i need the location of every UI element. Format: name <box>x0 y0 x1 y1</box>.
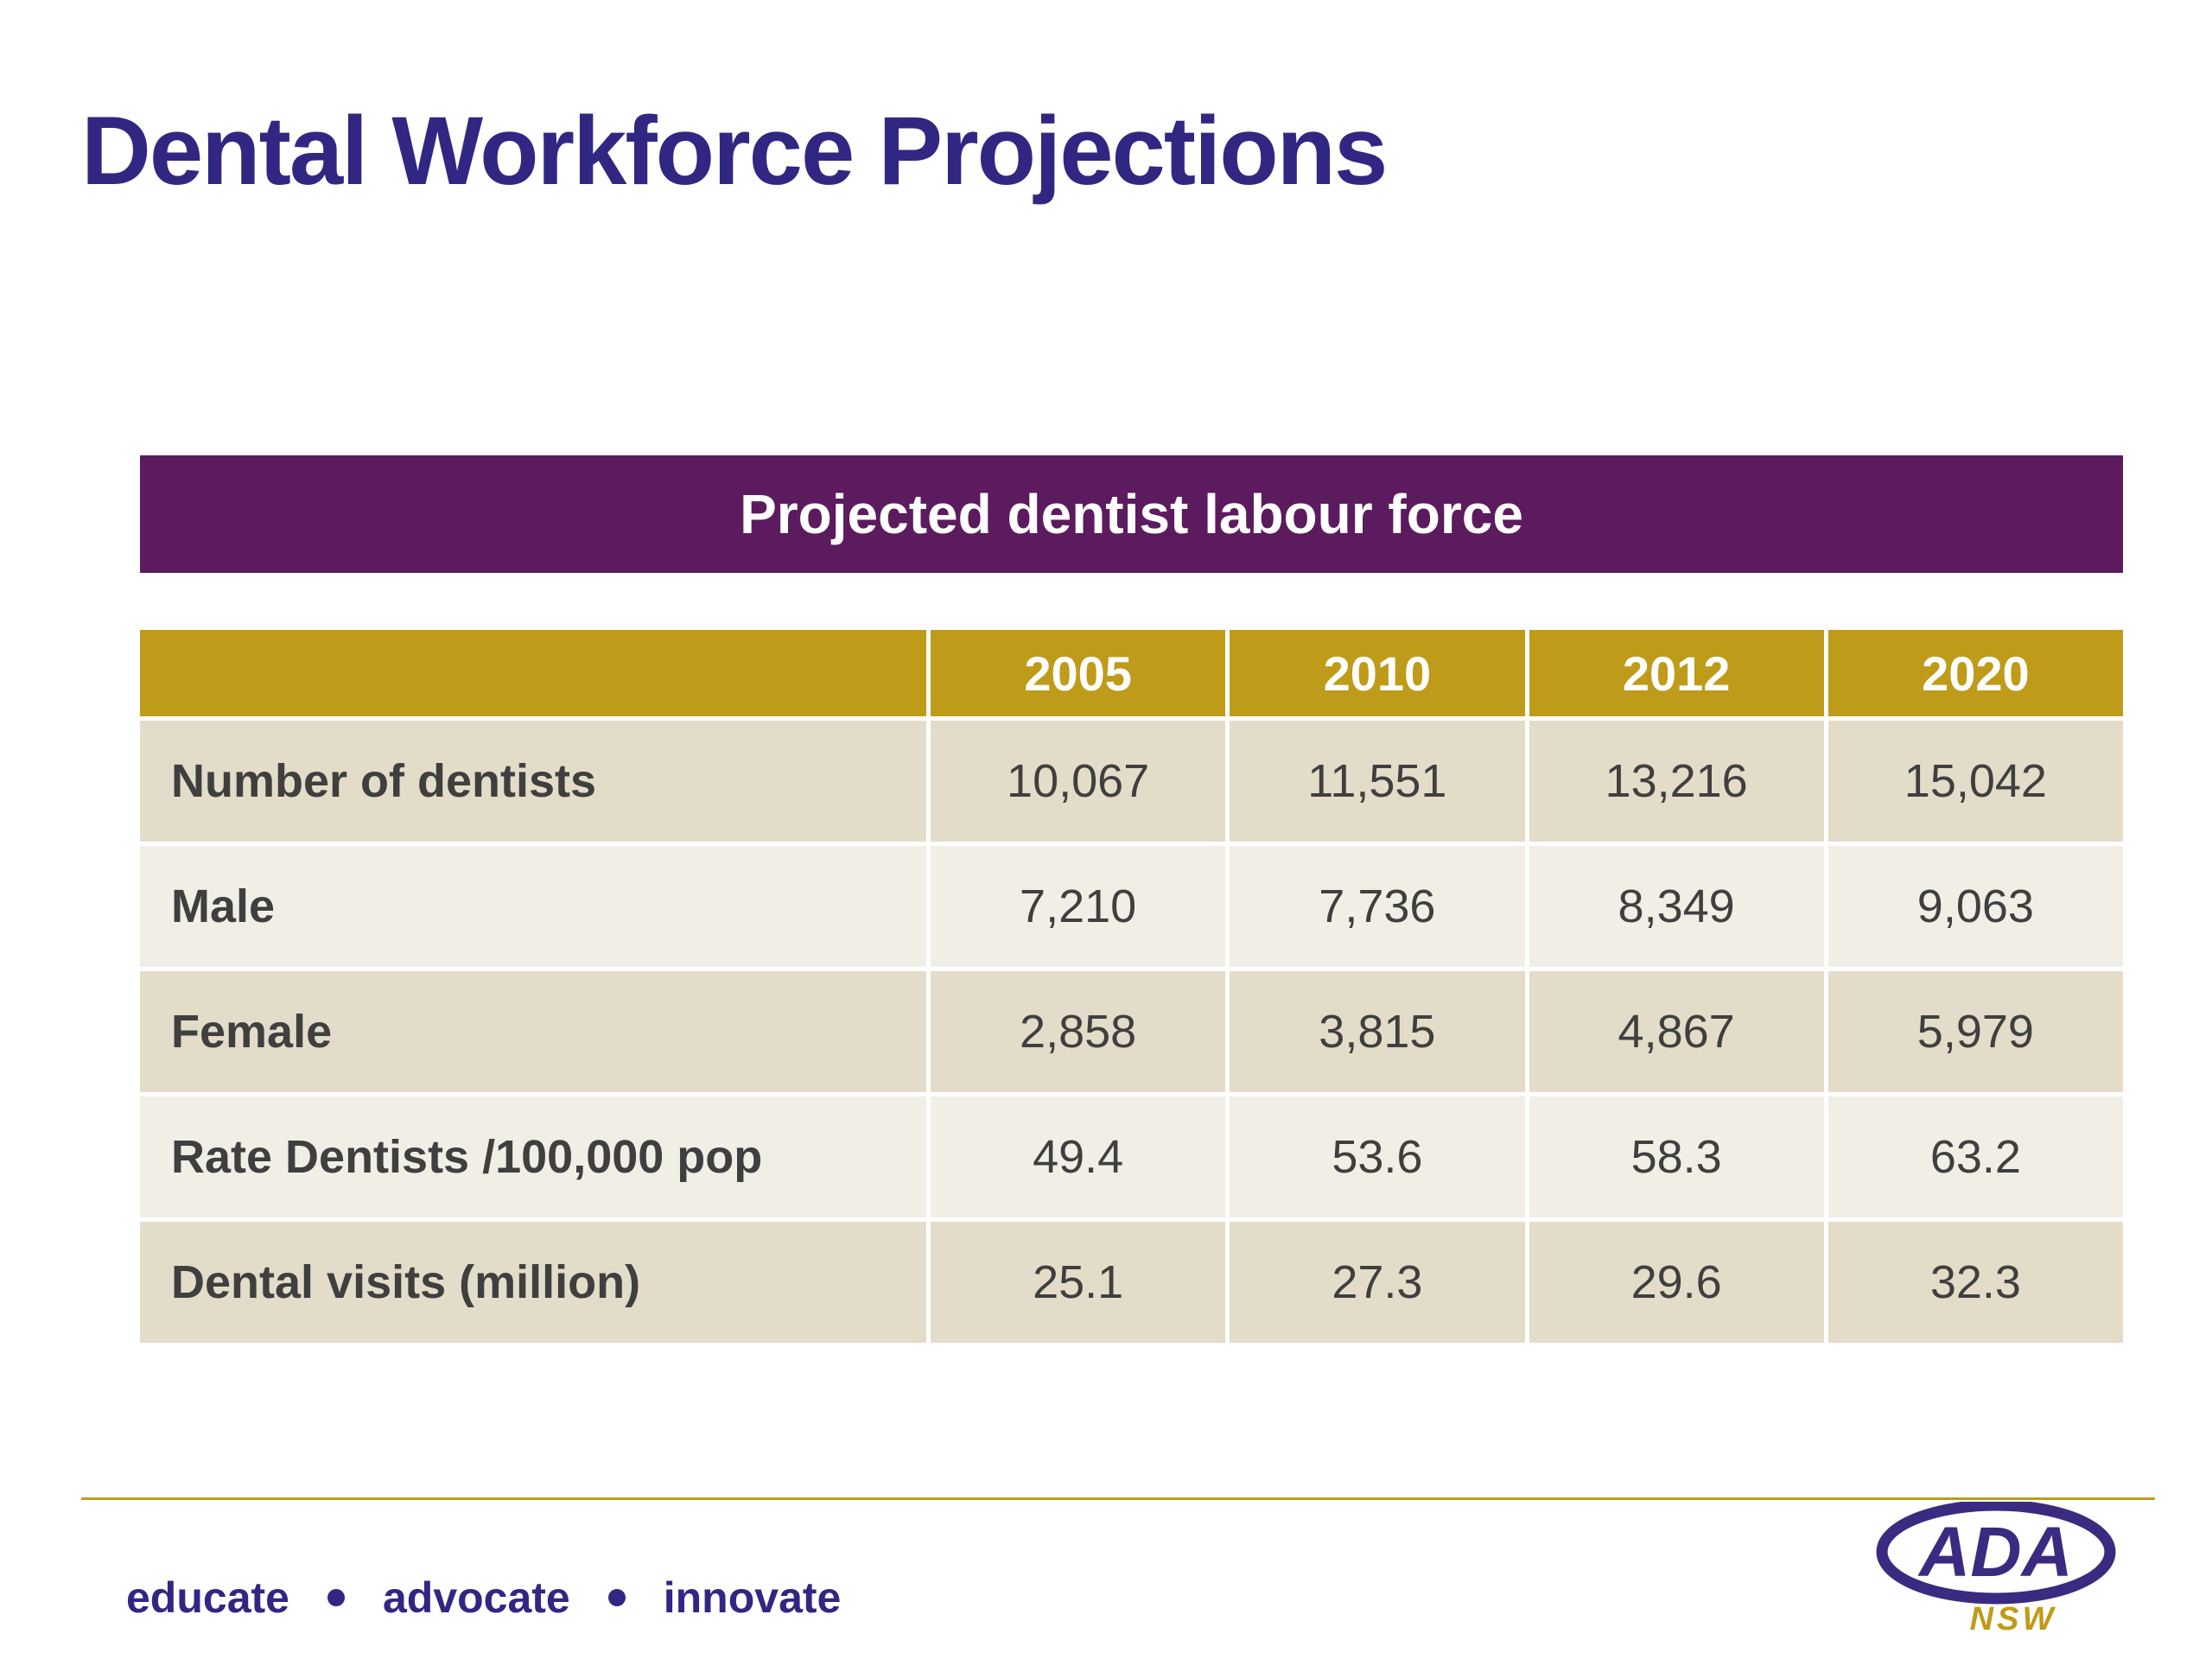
table-cell: 10,067 <box>931 721 1226 842</box>
table-cell: 49.4 <box>931 1096 1226 1217</box>
row-label: Female <box>140 971 926 1092</box>
table-cell: 7,210 <box>931 846 1226 967</box>
dot-separator-icon <box>607 1589 626 1606</box>
projection-table: 2005 2010 2012 2020 Number of dentists 1… <box>140 630 2123 1343</box>
column-header-2010: 2010 <box>1230 630 1525 716</box>
table-cell: 58.3 <box>1529 1096 1824 1217</box>
table-cell: 27.3 <box>1230 1222 1525 1343</box>
column-header-2020: 2020 <box>1827 630 2123 716</box>
logo-text-nsw: NSW <box>1970 1601 2057 1637</box>
table-cell: 8,349 <box>1529 846 1824 967</box>
table-cell: 53.6 <box>1230 1096 1525 1217</box>
column-header-2012: 2012 <box>1529 630 1824 716</box>
tagline-word: advocate <box>382 1573 570 1622</box>
footer-divider <box>81 1497 2155 1500</box>
table-cell: 2,858 <box>931 971 1226 1092</box>
row-label: Dental visits (million) <box>140 1222 926 1343</box>
tagline-word: innovate <box>663 1573 842 1622</box>
table-cell: 7,736 <box>1230 846 1525 967</box>
table-cell: 32.3 <box>1827 1222 2123 1343</box>
table-cell: 25.1 <box>931 1222 1226 1343</box>
page-title: Dental Workforce Projections <box>81 97 1388 205</box>
row-label: Rate Dentists /100,000 pop <box>140 1096 926 1217</box>
table-cell: 5,979 <box>1827 971 2123 1092</box>
table-corner-cell <box>140 630 926 716</box>
table-cell: 11,551 <box>1230 721 1525 842</box>
table-cell: 29.6 <box>1529 1222 1824 1343</box>
table-cell: 4,867 <box>1529 971 1824 1092</box>
column-header-2005: 2005 <box>931 630 1226 716</box>
table-cell: 15,042 <box>1827 721 2123 842</box>
row-label: Number of dentists <box>140 721 926 842</box>
row-label: Male <box>140 846 926 967</box>
logo-text-ada: ADA <box>1917 1513 2073 1592</box>
table-title-band: Projected dentist labour force <box>140 455 2123 573</box>
tagline-word: educate <box>126 1573 289 1622</box>
table-cell: 13,216 <box>1529 721 1824 842</box>
table-cell: 63.2 <box>1827 1096 2123 1217</box>
dot-separator-icon <box>327 1589 345 1606</box>
ada-nsw-logo: ADA NSW <box>1875 1499 2117 1640</box>
table-cell: 9,063 <box>1827 846 2123 967</box>
ada-logo-graphic: ADA NSW <box>1876 1499 2116 1637</box>
tagline: educate advocate innovate <box>126 1573 841 1623</box>
table-title: Projected dentist labour force <box>740 483 1523 545</box>
table-cell: 3,815 <box>1230 971 1525 1092</box>
